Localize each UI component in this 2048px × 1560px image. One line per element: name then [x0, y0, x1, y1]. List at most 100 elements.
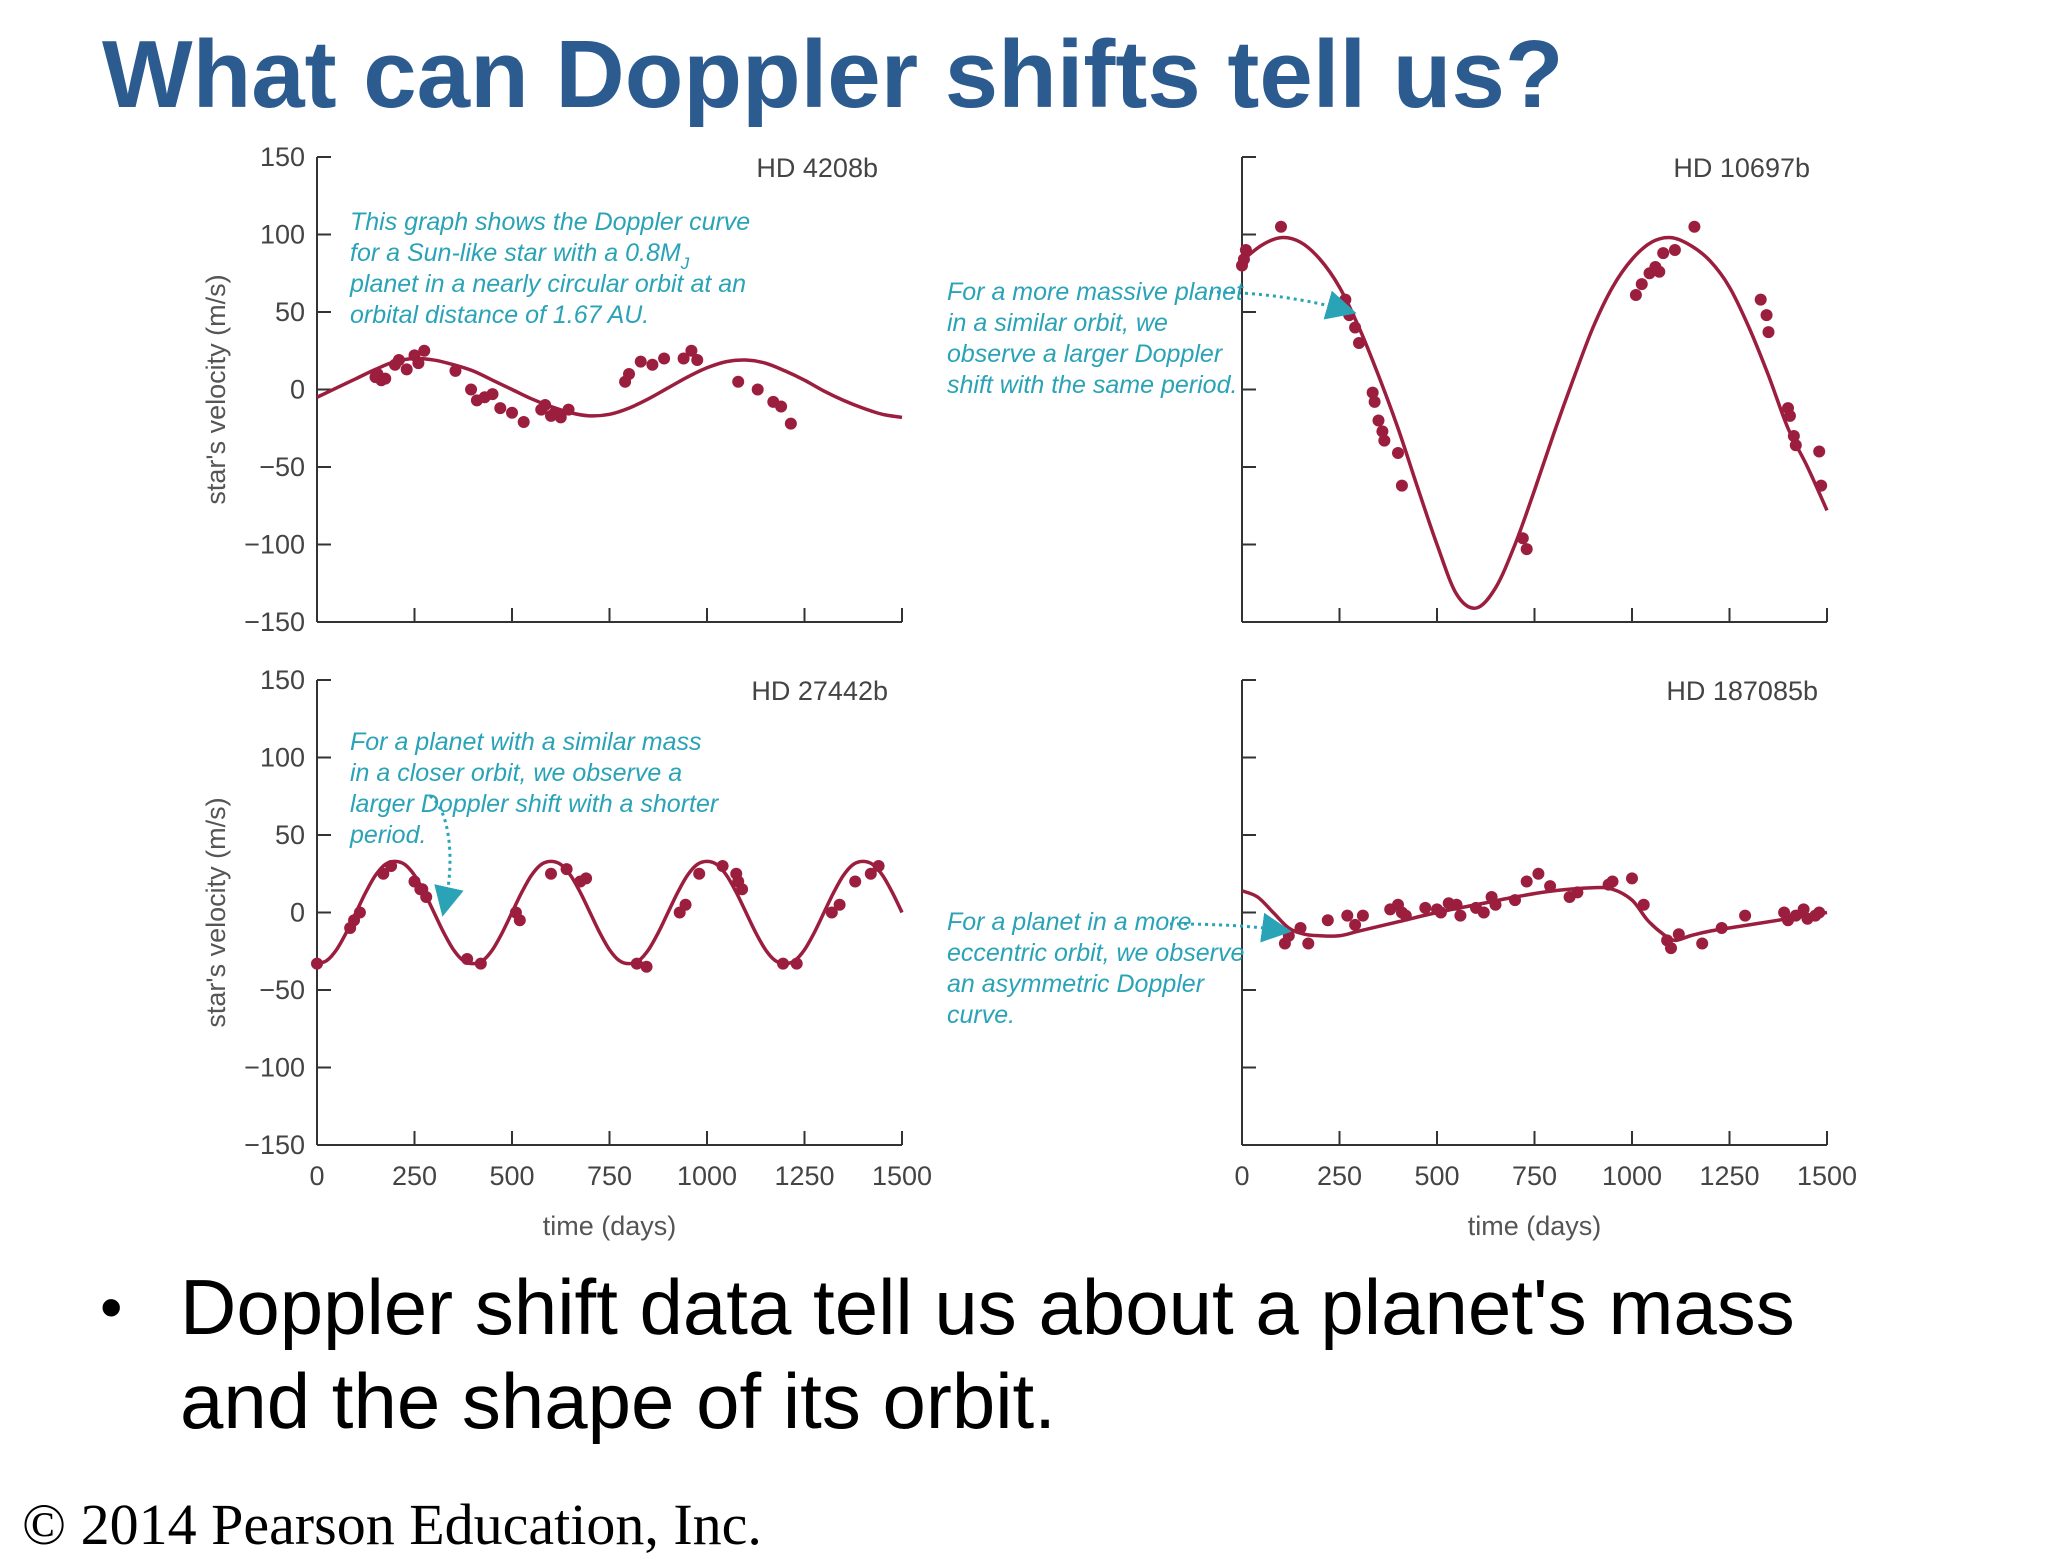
bottom-right-x-tick-label: 500: [1414, 1161, 1459, 1191]
slide-title: What can Doppler shifts tell us?: [102, 21, 1564, 128]
bottom-left-y-tick-label: 50: [275, 820, 305, 850]
bottom-left-data-point: [640, 960, 653, 973]
bottom-right-data-point: [1813, 906, 1826, 919]
bottom-right-x-tick-label: 1000: [1602, 1161, 1662, 1191]
bottom-right-x-tick-label: 0: [1234, 1161, 1249, 1191]
bottom-left-data-point: [513, 914, 526, 927]
bottom-left-y-tick-label: −50: [259, 975, 305, 1005]
bottom-right-annotation-line: an asymmetric Doppler: [947, 970, 1206, 998]
top-left-data-point: [685, 344, 698, 357]
top-left-data-point: [517, 416, 530, 429]
bottom-right-x-tick-label: 1250: [1699, 1161, 1759, 1191]
bottom-left-y-tick-label: −100: [244, 1053, 305, 1083]
bottom-right-planet-label: HD 187085b: [1666, 676, 1818, 706]
top-right-data-point: [1754, 293, 1767, 306]
top-right-data-point: [1349, 321, 1362, 334]
bottom-right-data-point: [1532, 867, 1545, 880]
bottom-left-data-point: [545, 867, 557, 880]
copyright-notice: © 2014 Pearson Education, Inc.: [22, 1492, 762, 1557]
bottom-right-x-tick-label: 750: [1512, 1161, 1557, 1191]
bottom-right-data-point: [1356, 909, 1369, 922]
bottom-right-data-point: [1434, 906, 1447, 919]
bottom-right-data-point: [1349, 918, 1362, 931]
top-left-annotation-line: planet in a nearly circular orbit at an: [349, 270, 746, 298]
bullet-text: Doppler shift data tell us about a plane…: [180, 1263, 1795, 1445]
top-left-data-point: [554, 411, 567, 424]
bottom-left-data-point: [560, 863, 573, 876]
top-left-data-point: [465, 383, 478, 396]
bottom-left-x-tick-label: 500: [489, 1161, 534, 1191]
bottom-left-x-tick-label: 250: [392, 1161, 437, 1191]
bottom-left-annotation-arrow: [429, 794, 464, 917]
top-right-data-point: [1653, 265, 1666, 278]
bottom-left-x-tick-label: 750: [587, 1161, 632, 1191]
subscript-j: J: [680, 254, 690, 273]
top-left-data-point: [634, 355, 647, 368]
top-right-data-point: [1343, 309, 1356, 322]
top-left-data-point: [486, 388, 499, 401]
bottom-right-data-point: [1419, 901, 1432, 914]
bottom-left-data-point: [790, 957, 803, 970]
top-right-annotation-line: For a more massive planet: [947, 278, 1244, 306]
top-left-data-point: [646, 358, 659, 371]
bottom-left-velocity-curve: [316, 859, 904, 966]
bottom-right-data-point: [1571, 886, 1584, 899]
top-right-annotation-line: observe a larger Doppler: [947, 340, 1224, 368]
bottom-left-annotation-line: For a planet with a similar mass: [350, 728, 702, 756]
bottom-right-data-point: [1477, 906, 1490, 919]
top-right-data-point: [1372, 414, 1385, 427]
top-right-data-point: [1378, 434, 1391, 447]
top-left-annotation-line: orbital distance of 1.67 AU.: [350, 301, 649, 329]
bottom-right-data-point: [1797, 903, 1810, 916]
top-right-data-point: [1668, 244, 1681, 256]
top-right-data-point: [1789, 439, 1802, 452]
top-left-data-point: [677, 352, 690, 365]
top-right-data-point: [1275, 220, 1287, 233]
bottom-left-y-tick-label: 100: [260, 743, 305, 773]
bottom-left-x-tick-label: 1000: [677, 1161, 737, 1191]
top-left-data-point: [379, 372, 392, 385]
bullet-dot: •: [100, 1271, 123, 1343]
top-left-data-point: [539, 399, 552, 411]
bottom-right-data-point: [1715, 922, 1728, 934]
bottom-right-data-point: [1321, 914, 1334, 927]
bottom-right-data-point: [1665, 942, 1677, 955]
top-left-y-tick-label: 50: [275, 297, 305, 327]
top-right-data-point: [1629, 288, 1642, 301]
bottom-left-data-point: [825, 906, 838, 919]
top-left-data-point: [775, 400, 788, 413]
top-left-y-tick-label: 100: [260, 220, 305, 250]
bottom-right-data-point: [1341, 909, 1354, 922]
bottom-left-x-tick-label: 0: [309, 1161, 324, 1191]
top-left-data-point: [623, 368, 635, 380]
bottom-left-data-point: [736, 883, 749, 896]
top-right-data-point: [1353, 337, 1365, 349]
top-left-y-tick-label: 0: [290, 375, 305, 405]
top-left-data-point: [562, 403, 575, 416]
top-right-data-point: [1392, 447, 1404, 460]
bottom-right-annotation-line: curve.: [947, 1001, 1015, 1029]
top-left-data-point: [412, 357, 425, 370]
top-right-data-point: [1395, 479, 1408, 492]
top-right-data-point: [1760, 309, 1773, 322]
bottom-right-data-point: [1739, 909, 1752, 922]
top-right-annotation-line: in a similar orbit, we: [947, 309, 1168, 337]
top-right-data-point: [1376, 425, 1389, 438]
bottom-left-data-point: [630, 957, 643, 970]
bottom-right-data-point: [1544, 880, 1557, 893]
top-right-data-point: [1657, 247, 1670, 260]
top-left-data-point: [784, 417, 797, 430]
bottom-left-data-point: [353, 906, 366, 919]
top-left-data-point: [732, 375, 745, 388]
top-left-y-tick-label: −50: [259, 452, 305, 482]
top-right-annotation-line: shift with the same period.: [947, 371, 1237, 399]
bottom-left-data-point: [385, 860, 398, 872]
bullet-point: • Doppler shift data tell us about a pla…: [100, 1260, 1900, 1448]
top-right-data-point: [1339, 293, 1352, 306]
bottom-right-data-point: [1302, 937, 1315, 950]
top-right-data-point: [1783, 409, 1796, 422]
bottom-left-x-tick-label: 1250: [774, 1161, 834, 1191]
top-right-data-point: [1635, 278, 1648, 291]
bottom-left-annotation-line: period.: [349, 821, 426, 849]
